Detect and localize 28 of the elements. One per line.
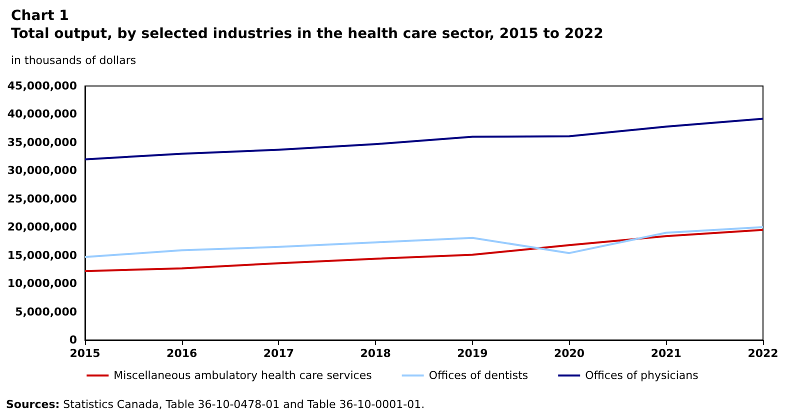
line-series — [84, 228, 764, 272]
y-axis-title: in thousands of dollars — [11, 54, 136, 67]
x-tick-label: 2020 — [554, 347, 585, 360]
y-tick-label: 10,000,000 — [7, 277, 78, 290]
x-tick-label: 2017 — [263, 347, 294, 360]
x-tick-label: 2022 — [748, 347, 778, 360]
y-tick-label: 0 — [69, 334, 78, 346]
legend-label: Miscellaneous ambulatory health care services — [114, 369, 372, 382]
legend-label: Offices of physicians — [585, 369, 699, 382]
line-series — [84, 118, 764, 160]
x-tick-label: 2021 — [650, 347, 682, 360]
y-tick-label: 5,000,000 — [15, 305, 78, 318]
y-tick-label: 25,000,000 — [7, 192, 78, 206]
legend-label: Offices of dentists — [428, 369, 528, 382]
x-tick-label: 2015 — [70, 347, 100, 360]
y-tick-label: 20,000,000 — [7, 220, 78, 234]
y-tick-label: 15,000,000 — [7, 248, 78, 262]
line-series — [84, 226, 764, 258]
y-tick-label: 30,000,000 — [7, 164, 78, 178]
y-tick-label: 35,000,000 — [7, 136, 78, 149]
x-tick-label: 2019 — [457, 347, 488, 360]
chart-subtitle: Total output, by selected industries in the health care sector, 2015 to 2022 — [11, 26, 604, 42]
y-tick-label: 40,000,000 — [7, 108, 78, 121]
x-tick-label: 2016 — [166, 347, 198, 360]
y-tick-label: 45,000,000 — [7, 80, 78, 92]
source-note: Sources: Statistics Canada, Table 36-10-0478-01 and Table 36-10-0001-01. — [6, 398, 425, 411]
x-tick-label: 2018 — [360, 347, 391, 360]
chart-title: Chart 1 — [11, 8, 69, 24]
